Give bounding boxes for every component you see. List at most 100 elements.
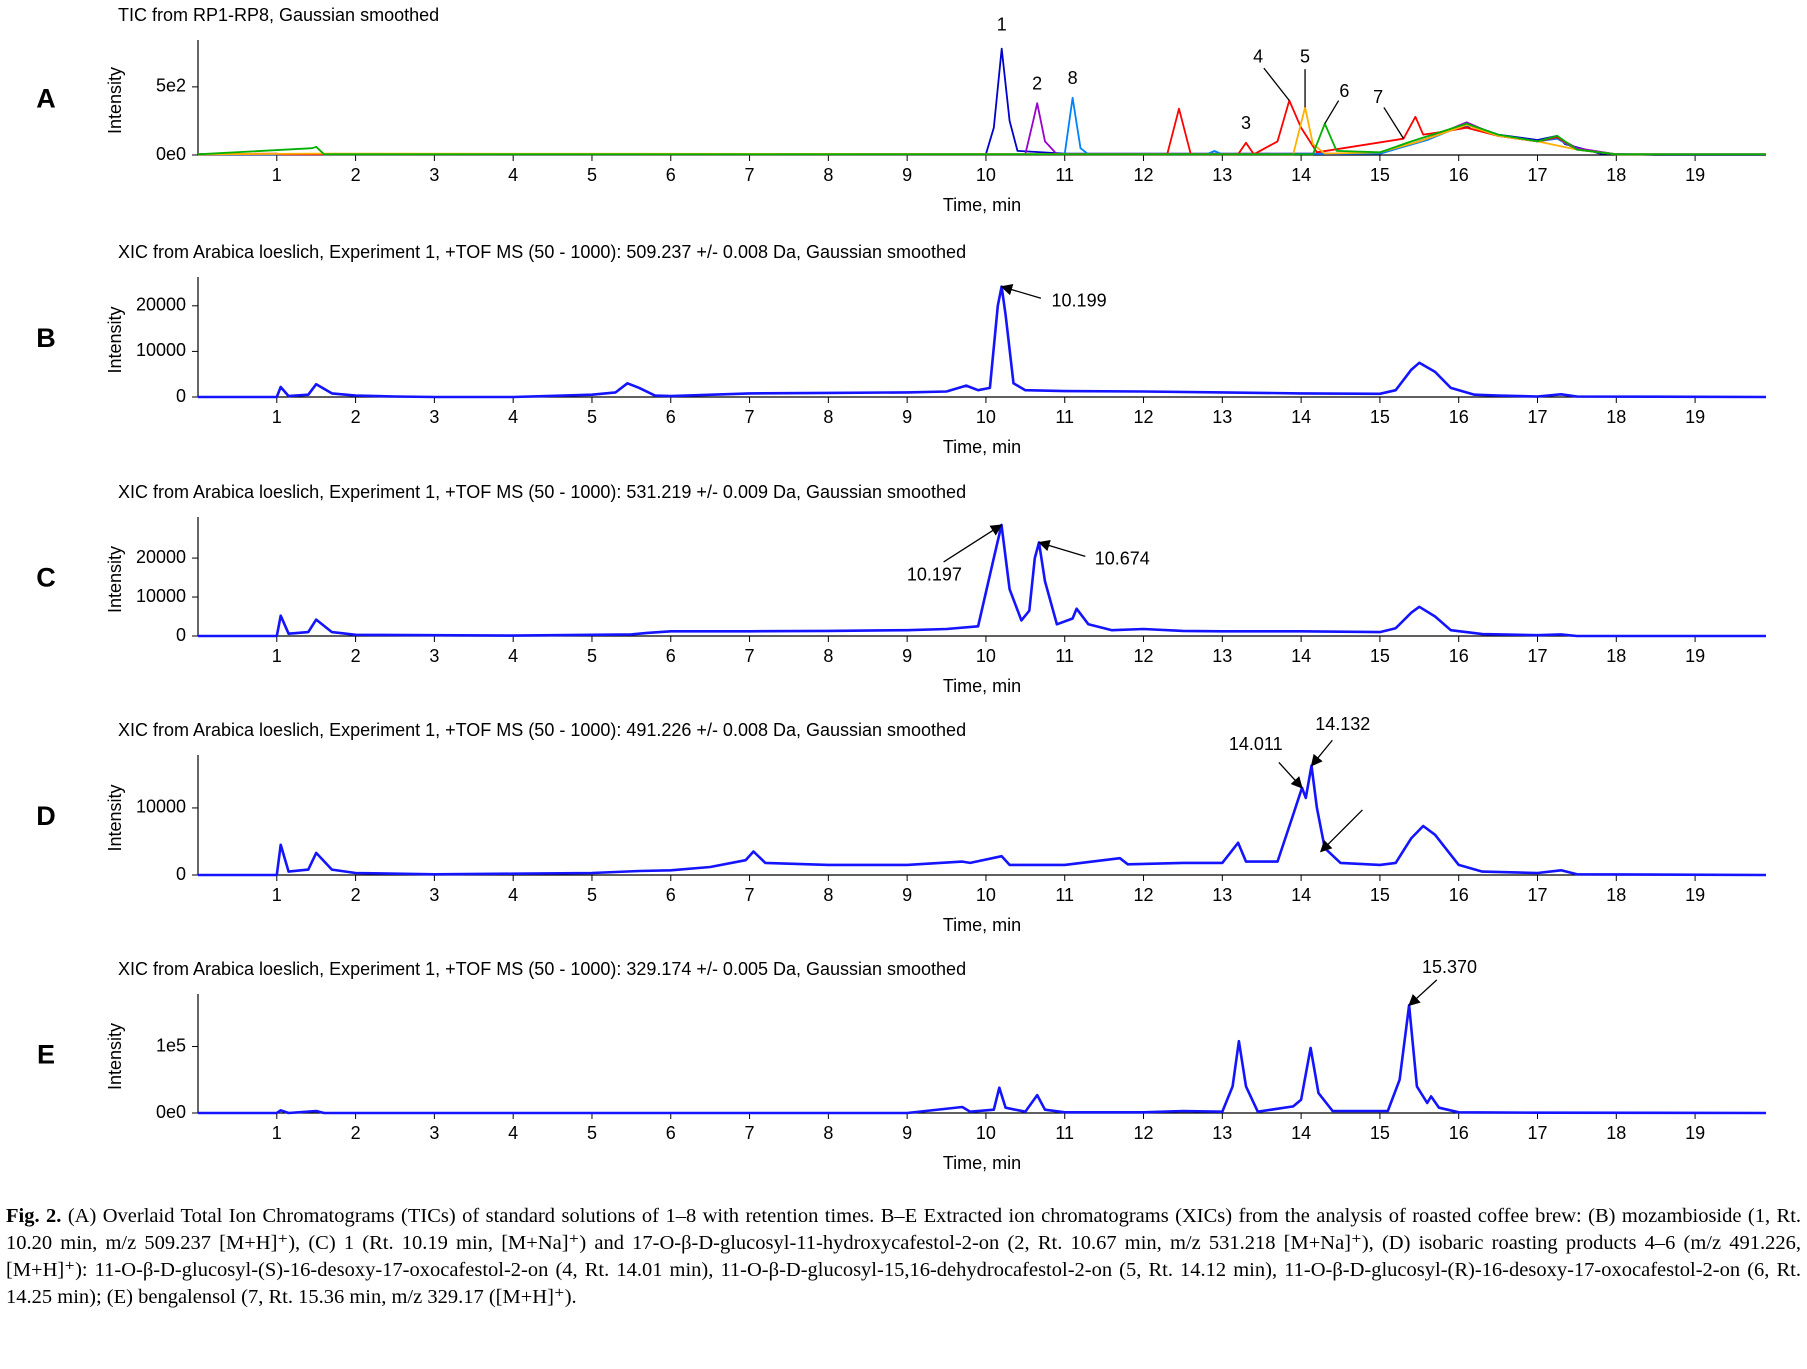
y-tick-label: 0e0 [156,1102,186,1122]
y-tick-label: 20000 [136,295,186,315]
annotation-label: 4 [1253,46,1263,66]
chromatogram-line [197,99,1766,156]
caption-label: Fig. 2. [6,1205,62,1227]
x-tick-label: 17 [1527,165,1547,185]
annotation-arrow [943,524,1003,563]
caption: Fig. 2. (A) Overlaid Total Ion Chromatog… [6,1203,1801,1311]
x-tick-label: 5 [587,646,597,666]
x-tick-label: 13 [1212,885,1232,905]
annotation-arrow [1278,761,1303,789]
x-tick-label: 6 [666,165,676,185]
x-tick-label: 9 [902,646,912,666]
annotation-label: 2 [1032,73,1042,93]
annotation-label: 3 [1241,113,1251,133]
annotation-label: 7 [1373,87,1383,107]
annotation-label: 10.197 [907,565,962,585]
x-tick-label: 9 [902,407,912,427]
x-tick-label: 1 [272,1123,282,1143]
annotation-label: 14.132 [1315,714,1370,734]
y-tick-label: 0 [176,625,186,645]
x-tick-label: 18 [1606,165,1626,185]
x-tick-label: 12 [1134,407,1154,427]
x-tick-label: 9 [902,165,912,185]
annotation-label: 15.370 [1422,957,1477,977]
x-tick-label: 7 [745,885,755,905]
panel-label: B [36,323,56,353]
x-tick-label: 18 [1606,407,1626,427]
x-tick-label: 14 [1291,1123,1311,1143]
x-tick-label: 3 [429,165,439,185]
x-axis-label: Time, min [943,195,1021,215]
x-tick-label: 13 [1212,407,1232,427]
x-axis-label: Time, min [943,1153,1021,1173]
y-axis-label: Intensity [105,784,125,851]
x-tick-label: 19 [1685,1123,1705,1143]
x-tick-label: 18 [1606,885,1626,905]
annotation-line [1263,67,1290,101]
chart-title: TIC from RP1-RP8, Gaussian smoothed [118,5,439,25]
annotation-label: 1 [997,14,1007,34]
x-tick-label: 1 [272,407,282,427]
annotation-label: 14.011 [1229,734,1283,754]
x-tick-label: 3 [429,1123,439,1143]
x-tick-label: 1 [272,885,282,905]
chromatogram-line [198,47,1766,156]
y-tick-label: 10000 [136,340,186,360]
x-tick-label: 4 [508,165,518,185]
panel-label: D [36,801,56,831]
x-tick-label: 18 [1606,1123,1626,1143]
x-tick-label: 5 [587,1123,597,1143]
panel-label: E [37,1040,55,1070]
x-tick-label: 15 [1370,646,1390,666]
x-tick-label: 6 [666,646,676,666]
panel-label: A [36,84,56,114]
x-tick-label: 16 [1449,885,1469,905]
x-tick-label: 2 [351,1123,361,1143]
x-tick-label: 12 [1134,646,1154,666]
x-tick-label: 10 [976,1123,996,1143]
x-tick-label: 11 [1055,165,1074,185]
x-tick-label: 2 [351,165,361,185]
figure: TIC from RP1-RP8, Gaussian smoothed A Inte… [36,5,1767,1173]
x-tick-label: 5 [587,885,597,905]
x-tick-label: 13 [1212,165,1232,185]
x-tick-label: 19 [1685,165,1705,185]
annotation-arrow [1408,979,1438,1007]
x-tick-label: 13 [1212,646,1232,666]
y-axis-label: Intensity [105,546,125,613]
x-tick-label: 8 [823,885,833,905]
chromatogram-line [197,122,1766,156]
y-tick-label: 20000 [136,547,186,567]
x-tick-label: 15 [1370,407,1390,427]
x-tick-label: 8 [823,165,833,185]
x-tick-label: 3 [429,646,439,666]
x-tick-label: 19 [1685,885,1705,905]
chart-title: XIC from Arabica loeslich, Experiment 1,… [118,959,966,979]
x-tick-label: 3 [429,885,439,905]
x-tick-label: 18 [1606,646,1626,666]
x-tick-label: 17 [1527,646,1547,666]
x-tick-label: 10 [976,885,996,905]
x-tick-label: 11 [1055,1123,1074,1143]
x-tick-label: 6 [666,407,676,427]
x-tick-label: 17 [1527,1123,1547,1143]
x-tick-label: 14 [1291,407,1311,427]
y-tick-label: 5e2 [156,76,186,96]
x-tick-label: 15 [1370,1123,1390,1143]
x-tick-label: 1 [272,165,282,185]
y-tick-label: 10000 [136,586,186,606]
chart-title: XIC from Arabica loeslich, Experiment 1,… [118,482,966,502]
x-tick-label: 12 [1134,1123,1154,1143]
chromatogram-line [198,102,1766,156]
x-tick-label: 17 [1527,407,1547,427]
y-tick-label: 10000 [136,797,186,817]
annotation-label: 6 [1339,81,1349,101]
x-tick-label: 16 [1449,646,1469,666]
x-tick-label: 4 [508,407,518,427]
x-tick-label: 13 [1212,1123,1232,1143]
x-axis-label: Time, min [943,437,1021,457]
annotation-line [1383,107,1405,139]
x-tick-label: 6 [666,885,676,905]
x-tick-label: 1 [272,646,282,666]
